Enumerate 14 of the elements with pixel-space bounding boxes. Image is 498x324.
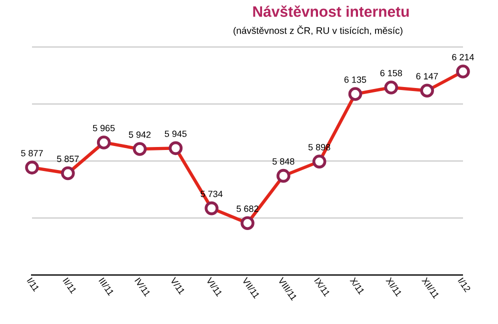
data-label: 5 965 (92, 124, 115, 132)
chart-title: Návštěvnost internetu (253, 6, 409, 17)
data-label: 6 158 (380, 70, 402, 76)
data-label: 5 857 (57, 156, 79, 162)
x-tick-label: I/12 (458, 278, 470, 292)
x-tick-label: I/11 (26, 278, 39, 292)
data-label: 6 147 (416, 73, 438, 80)
data-label: 5 945 (164, 130, 187, 137)
data-label: 5 942 (128, 131, 151, 138)
data-label: 5 877 (21, 150, 43, 156)
data-label: 5 848 (272, 158, 294, 165)
data-label: 6 135 (344, 76, 366, 83)
chart-subtitle: (návštěvnost z ČR, RU v tisících, měsíc) (234, 26, 402, 36)
data-label: 6 214 (452, 54, 474, 60)
